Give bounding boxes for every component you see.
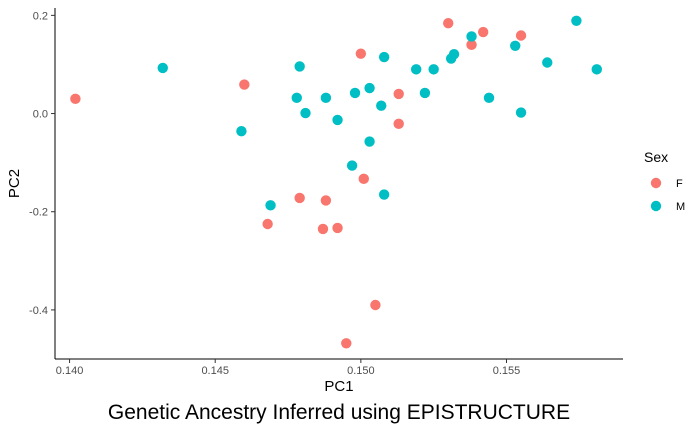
data-point-m (294, 61, 305, 72)
data-point-f (332, 222, 343, 234)
legend-key-m (650, 200, 662, 212)
y-tick-label: 0.2 (33, 10, 48, 22)
data-point-f (370, 299, 381, 311)
data-points (70, 15, 602, 349)
data-point-m (346, 160, 358, 171)
data-point-m (265, 200, 276, 211)
data-point-m (291, 92, 302, 104)
y-axis-title: PC2 (6, 169, 23, 198)
data-point-m (542, 57, 553, 68)
legend-label-m: M (676, 201, 685, 213)
data-point-f (70, 93, 81, 105)
data-point-f (477, 26, 489, 38)
data-point-m (378, 189, 390, 200)
data-point-f (358, 173, 369, 185)
data-point-f (443, 18, 454, 29)
legend-label-f: F (676, 178, 683, 190)
data-point-m (378, 51, 390, 63)
data-point-f (393, 88, 404, 100)
x-tick-label: 0.140 (56, 365, 84, 377)
data-point-m (320, 92, 332, 104)
y-tick-label: -0.4 (29, 305, 48, 317)
data-point-m (419, 87, 431, 99)
data-point-f (466, 39, 477, 51)
data-point-f (393, 118, 404, 130)
data-point-f (515, 30, 527, 41)
x-tick-label: 0.155 (493, 365, 521, 377)
data-point-m (410, 64, 422, 75)
data-point-m (466, 31, 477, 42)
data-point-f (355, 48, 367, 59)
data-point-f (341, 338, 352, 349)
data-point-f (294, 192, 305, 204)
data-point-m (376, 100, 387, 111)
data-point-m (364, 136, 375, 147)
x-tick-label: 0.145 (201, 365, 229, 377)
x-tick-label: 0.150 (347, 365, 375, 377)
y-tick-label: -0.2 (29, 207, 48, 219)
legend-entries: FM (650, 177, 685, 213)
y-tick-label: 0.0 (33, 109, 48, 121)
data-point-m (428, 64, 439, 75)
data-point-m (157, 62, 168, 74)
data-point-f (262, 218, 273, 230)
data-point-m (349, 87, 361, 99)
data-point-m (236, 126, 247, 137)
legend: Sex FM (644, 149, 685, 213)
data-point-f (320, 195, 332, 206)
data-point-f (239, 79, 250, 90)
data-point-f (317, 223, 329, 235)
legend-title: Sex (644, 149, 668, 165)
legend-key-f (650, 177, 662, 189)
data-point-m (364, 82, 375, 94)
data-point-m (571, 15, 582, 26)
chart-caption: Genetic Ancestry Inferred using EPISTRUC… (108, 401, 570, 424)
data-point-m (591, 64, 602, 75)
data-point-m (448, 48, 460, 60)
data-point-m (515, 107, 527, 118)
data-point-m (332, 114, 343, 126)
x-axis-title: PC1 (324, 378, 353, 395)
data-point-m (510, 40, 521, 51)
data-point-m (300, 107, 311, 119)
y-axis-ticks: -0.4 -0.2 0.0 0.2 (29, 10, 55, 317)
x-axis-ticks: 0.140 0.145 0.150 0.155 (56, 359, 520, 377)
data-point-m (483, 92, 495, 104)
